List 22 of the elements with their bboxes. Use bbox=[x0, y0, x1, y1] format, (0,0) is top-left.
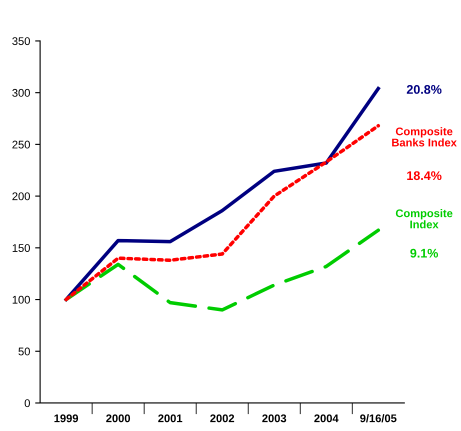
y-tick-label: 250 bbox=[12, 140, 30, 149]
y-tick-label: 300 bbox=[12, 88, 30, 97]
text: 18.4% bbox=[407, 171, 442, 180]
x-tick-label: 2001 bbox=[158, 414, 182, 422]
y-tick-label: 50 bbox=[18, 348, 30, 356]
y-tick-label: 200 bbox=[12, 192, 30, 200]
text: 9.1% bbox=[410, 248, 438, 258]
text: 20.8% bbox=[406, 85, 442, 94]
x-tick-label: 2004 bbox=[314, 414, 339, 422]
x-tick-label: 2000 bbox=[106, 414, 130, 422]
y-tick-label: 0 bbox=[24, 399, 30, 408]
y-tick-label: 150 bbox=[12, 244, 30, 252]
x-tick-label: 9/16/05 bbox=[360, 414, 397, 422]
series-label: Composite Banks Index bbox=[392, 127, 457, 146]
y-tick-label: 350 bbox=[12, 37, 30, 46]
x-tick-label: 1999 bbox=[54, 414, 78, 422]
y-tick-label: 100 bbox=[12, 296, 30, 304]
x-tick-label: 2003 bbox=[262, 414, 286, 422]
line-series bbox=[64, 86, 380, 302]
series-label: Composite Index bbox=[396, 209, 452, 228]
line-series bbox=[64, 124, 380, 302]
x-tick-label: 2002 bbox=[210, 414, 234, 422]
